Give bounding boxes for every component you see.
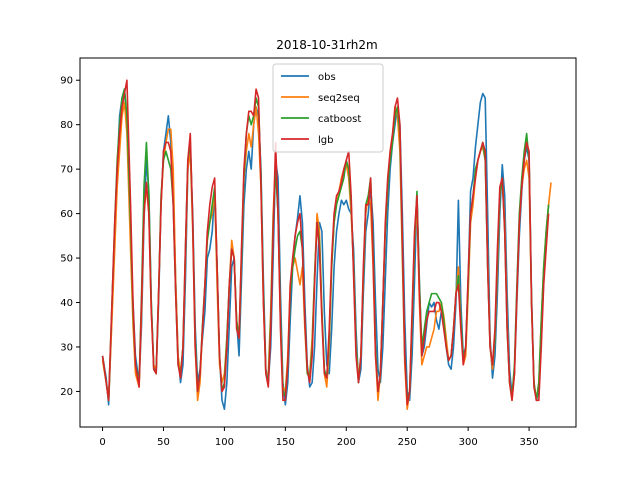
x-tick-label: 200 [337,437,356,448]
y-tick-label: 50 [60,254,73,265]
x-tick-label: 100 [215,437,234,448]
legend-label-catboost: catboost [318,114,361,125]
x-tick-label: 350 [520,437,539,448]
y-tick-label: 80 [60,120,73,131]
y-axis: 20 30 40 50 60 70 80 90 [60,76,80,398]
y-tick-label: 70 [60,165,73,176]
legend: obs seq2seq catboost lgb [272,63,384,153]
chart-title: 2018-10-31rh2m [276,38,377,52]
plot-frame [79,57,577,428]
y-tick-label: 30 [60,342,73,353]
series-line-lgb [101,79,550,406]
y-tick-label: 60 [60,209,73,220]
legend-label-seq2seq: seq2seq [318,93,360,104]
x-tick-label: 50 [157,437,170,448]
legend-label-lgb: lgb [318,135,333,146]
x-tick-label: 150 [276,437,295,448]
y-tick-label: 40 [60,298,73,309]
legend-box [272,63,384,153]
y-tick-label: 20 [60,387,73,398]
y-tick-label: 90 [60,76,73,87]
x-tick-label: 250 [398,437,417,448]
x-tick-label: 300 [459,437,478,448]
legend-label-obs: obs [318,72,336,83]
x-axis: 0 50 100 150 200 250 300 350 [99,427,539,448]
x-tick-label: 0 [99,437,105,448]
